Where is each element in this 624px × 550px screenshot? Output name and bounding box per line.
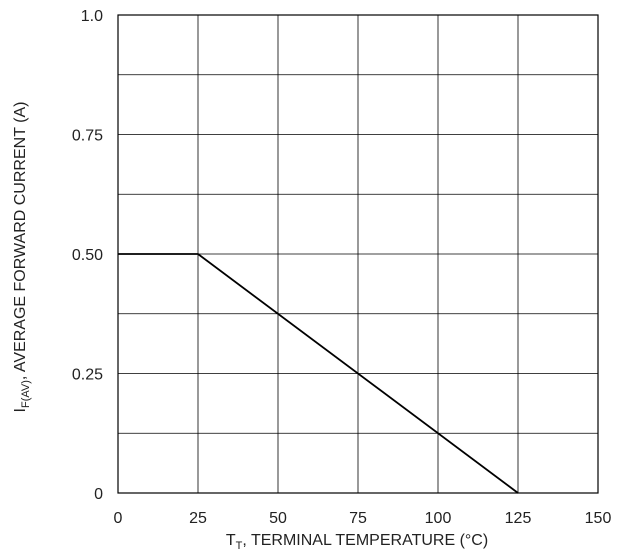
y-tick-label: 0.75 — [72, 128, 103, 145]
y-tick-label: 0.50 — [72, 247, 103, 264]
x-tick-label: 25 — [189, 510, 207, 527]
y-tick-label: 0 — [94, 486, 103, 503]
series-line — [118, 253, 519, 494]
y-tick-label: 0.25 — [72, 367, 103, 384]
x-tick-label: 0 — [114, 510, 123, 527]
x-tick-label: 100 — [425, 510, 452, 527]
tick-labels: 0 25 50 75 100 125 150 0 0.25 0.50 0.75 1.0 — [72, 8, 612, 527]
grid-lines — [118, 15, 598, 493]
x-tick-label: 50 — [269, 510, 287, 527]
x-tick-label: 150 — [585, 510, 612, 527]
x-axis-label: TT, TERMINAL TEMPERATURE (°C) — [226, 532, 488, 550]
x-tick-label: 75 — [349, 510, 367, 527]
y-axis-label: IF(AV), AVERAGE FORWARD CURRENT (A) — [12, 102, 32, 413]
y-tick-label: 1.0 — [81, 8, 103, 25]
x-tick-label: 125 — [505, 510, 532, 527]
series-group — [118, 253, 519, 494]
